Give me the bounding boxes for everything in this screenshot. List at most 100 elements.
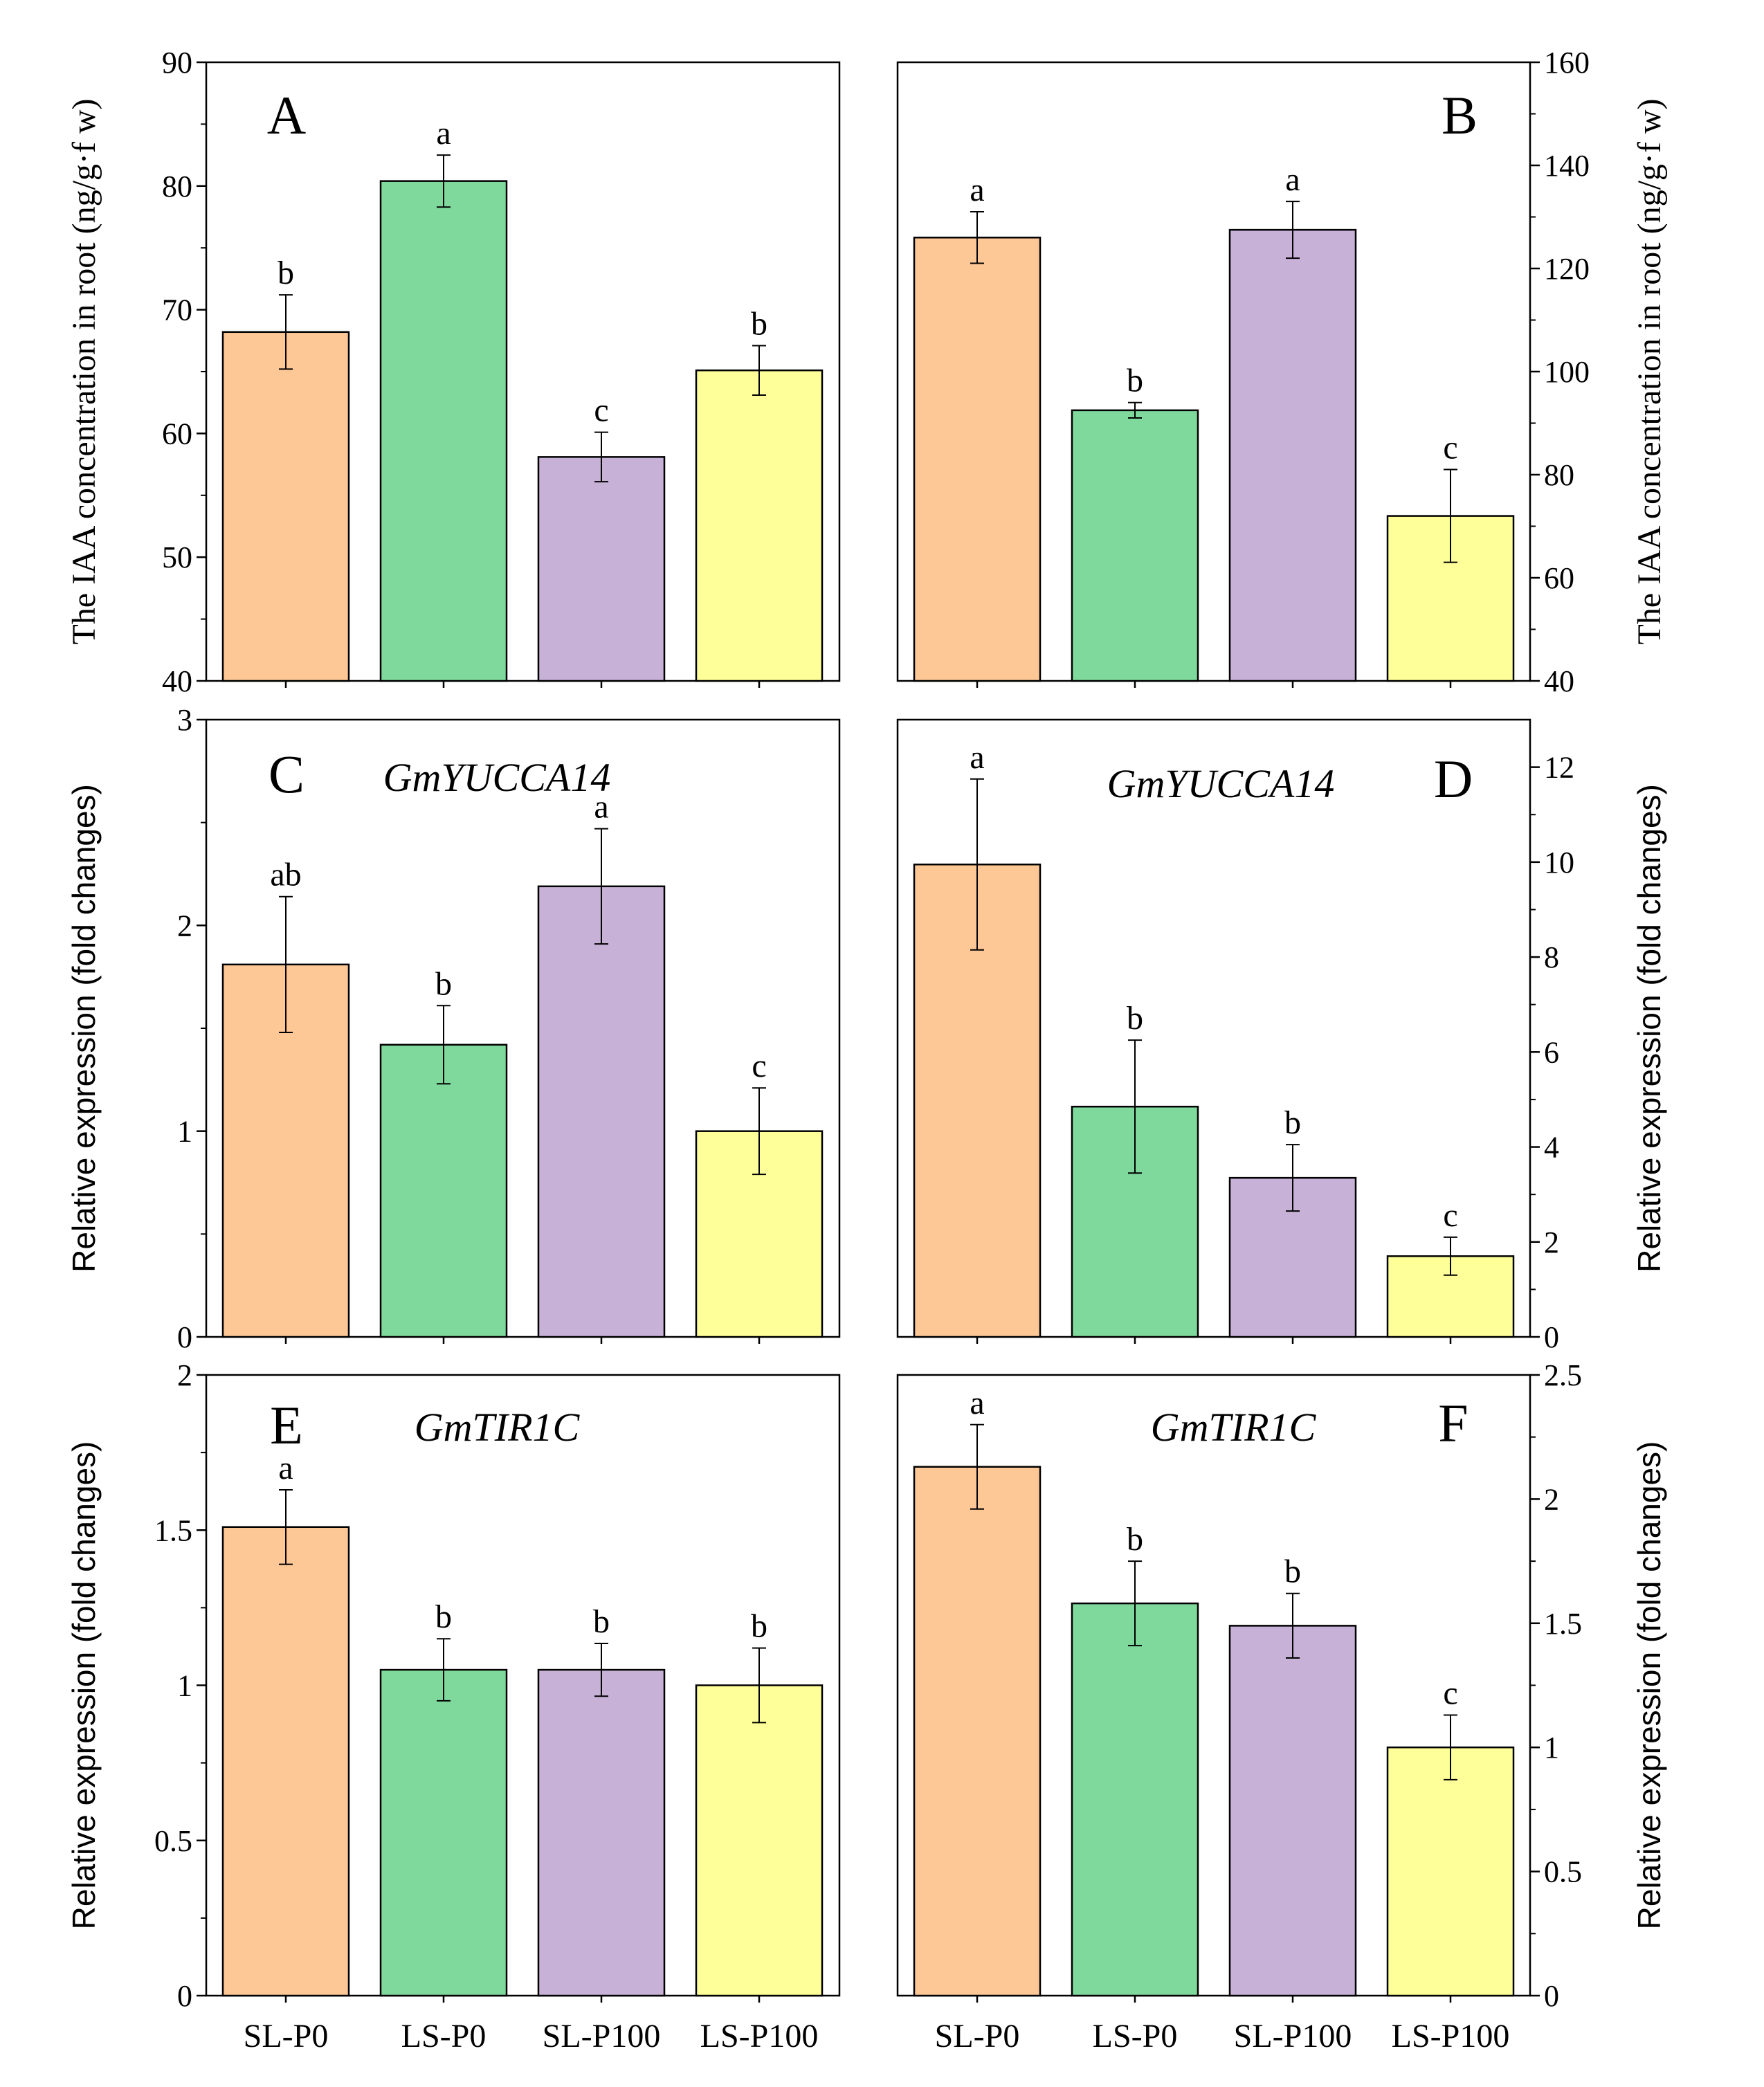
y-tick-label: 1.5 xyxy=(1544,1607,1582,1641)
significance-letter: b xyxy=(1284,1553,1301,1590)
gene-label: GmTIR1C xyxy=(415,1405,581,1450)
panel-a: 40 50 60 70 80 90 The IAA concentration in roo… xyxy=(66,46,841,698)
gene-label: GmTIR1C xyxy=(1151,1405,1317,1450)
panel-letter: F xyxy=(1438,1393,1468,1453)
significance-letter: a xyxy=(1285,161,1300,198)
y-tick-label: 2.5 xyxy=(1544,1358,1582,1392)
y-tick-label: 1 xyxy=(177,1115,192,1149)
bar xyxy=(695,369,824,682)
bar xyxy=(537,885,666,1338)
y-tick-label: 60 xyxy=(1544,561,1574,595)
y-tick-label: 40 xyxy=(1544,664,1574,698)
x-tick-label: SL-P0 xyxy=(244,2018,329,2054)
y-tick-label: 60 xyxy=(162,417,192,450)
x-tick-label: SL-P100 xyxy=(1234,2018,1352,2054)
y-tick-label: 2 xyxy=(1544,1225,1559,1259)
significance-letter: a xyxy=(278,1450,293,1486)
y-tick-label: 0 xyxy=(1544,1320,1559,1354)
significance-letter: b xyxy=(1127,1000,1143,1037)
significance-letter: c xyxy=(594,392,608,429)
y-tick-label: 0 xyxy=(1544,1979,1559,2013)
y-tick-label: 12 xyxy=(1544,751,1574,785)
bar xyxy=(1228,228,1357,682)
y-tick-label: 1.5 xyxy=(154,1513,192,1547)
panel-d: 0 2 4 6 8 10 12 Relative expression (fold chang… xyxy=(896,718,1667,1354)
significance-letter: b xyxy=(1127,1521,1143,1558)
significance-letter: c xyxy=(1443,1675,1457,1712)
x-tick-label: SL-P0 xyxy=(935,2018,1020,2054)
y-tick-label: 2 xyxy=(1544,1482,1559,1516)
y-tick-label: 1 xyxy=(1544,1731,1559,1765)
y-tick-label: 0 xyxy=(177,1979,192,2013)
significance-letter: b xyxy=(1127,363,1143,399)
panel-e: 0 0.5 1 1.5 2 Relative expression (fold chang… xyxy=(66,1358,841,2054)
y-tick-label: 50 xyxy=(162,540,192,574)
significance-letter: a xyxy=(594,789,608,826)
significance-letter: b xyxy=(1284,1104,1301,1141)
bar xyxy=(379,1044,508,1338)
bar xyxy=(379,180,508,682)
significance-letter: b xyxy=(751,1608,767,1645)
gene-label: GmYUCCA14 xyxy=(383,755,611,800)
y-tick-label: 3 xyxy=(177,703,192,737)
significance-letter: a xyxy=(970,1385,984,1421)
y-tick-label: 120 xyxy=(1544,252,1590,286)
bar xyxy=(695,1684,824,1997)
y-tick-label: 1 xyxy=(177,1669,192,1703)
significance-letter: b xyxy=(751,305,767,342)
bar xyxy=(379,1668,508,1997)
y-tick-label: 10 xyxy=(1544,846,1574,880)
panel-letter: C xyxy=(269,744,304,804)
y-tick-label: 8 xyxy=(1544,940,1559,974)
significance-letter: a xyxy=(970,739,984,776)
y-tick-label: 70 xyxy=(162,293,192,327)
significance-letter: a xyxy=(436,115,451,152)
bar xyxy=(1071,409,1199,682)
y-tick-label: 0.5 xyxy=(154,1824,192,1858)
y-tick-label: 90 xyxy=(162,46,192,80)
significance-letter: c xyxy=(752,1048,766,1084)
panel-b: 40 60 80 100 120 140 160 The IAA concentration … xyxy=(896,46,1668,698)
y-tick-label: 4 xyxy=(1544,1131,1559,1165)
y-tick-label: 80 xyxy=(162,170,192,203)
y-tick-label: 160 xyxy=(1544,46,1590,80)
x-tick-label: LS-P0 xyxy=(1093,2018,1178,2054)
bar xyxy=(1071,1602,1199,1997)
bar xyxy=(913,237,1042,682)
y-tick-label: 0 xyxy=(177,1320,192,1354)
significance-letter: b xyxy=(435,965,452,1002)
y-axis-title: Relative expression (fold changes) xyxy=(1631,784,1667,1273)
y-axis-title: Relative expression (fold changes) xyxy=(66,784,102,1273)
x-tick-label: LS-P100 xyxy=(1392,2018,1510,2054)
bar xyxy=(1228,1625,1357,1997)
x-tick-label: LS-P100 xyxy=(700,2018,819,2054)
bar xyxy=(537,1668,666,1997)
panel-letter: A xyxy=(267,85,306,145)
significance-letter: b xyxy=(593,1603,610,1640)
y-axis-title: The IAA concentration in root (ng/g·f w) xyxy=(66,98,102,644)
y-tick-label: 0.5 xyxy=(1544,1855,1582,1889)
y-tick-label: 40 xyxy=(162,664,192,698)
panel-letter: D xyxy=(1434,749,1473,809)
significance-letter: a xyxy=(970,172,984,208)
significance-letter: c xyxy=(1443,430,1457,466)
significance-letter: b xyxy=(278,255,294,291)
gene-label: GmYUCCA14 xyxy=(1107,761,1335,806)
panel-f: 0 0.5 1 1.5 2 2.5 Relative expression (fold ch… xyxy=(896,1358,1667,2054)
y-axis-title: Relative expression (fold changes) xyxy=(66,1441,102,1930)
bar xyxy=(913,1466,1042,1997)
significance-letter: ab xyxy=(270,857,301,893)
y-tick-label: 2 xyxy=(177,1358,192,1392)
bar xyxy=(221,1526,350,1997)
plot-frame xyxy=(896,718,1531,1338)
significance-letter: b xyxy=(435,1598,452,1635)
x-tick-label: SL-P100 xyxy=(543,2018,661,2054)
bar xyxy=(1386,1746,1515,1997)
y-tick-label: 2 xyxy=(177,909,192,942)
y-tick-label: 80 xyxy=(1544,458,1574,492)
panel-letter: E xyxy=(270,1395,303,1455)
y-axis-title: The IAA concentration in root (ng/g·f w) xyxy=(1631,98,1668,644)
y-tick-label: 140 xyxy=(1544,149,1590,183)
